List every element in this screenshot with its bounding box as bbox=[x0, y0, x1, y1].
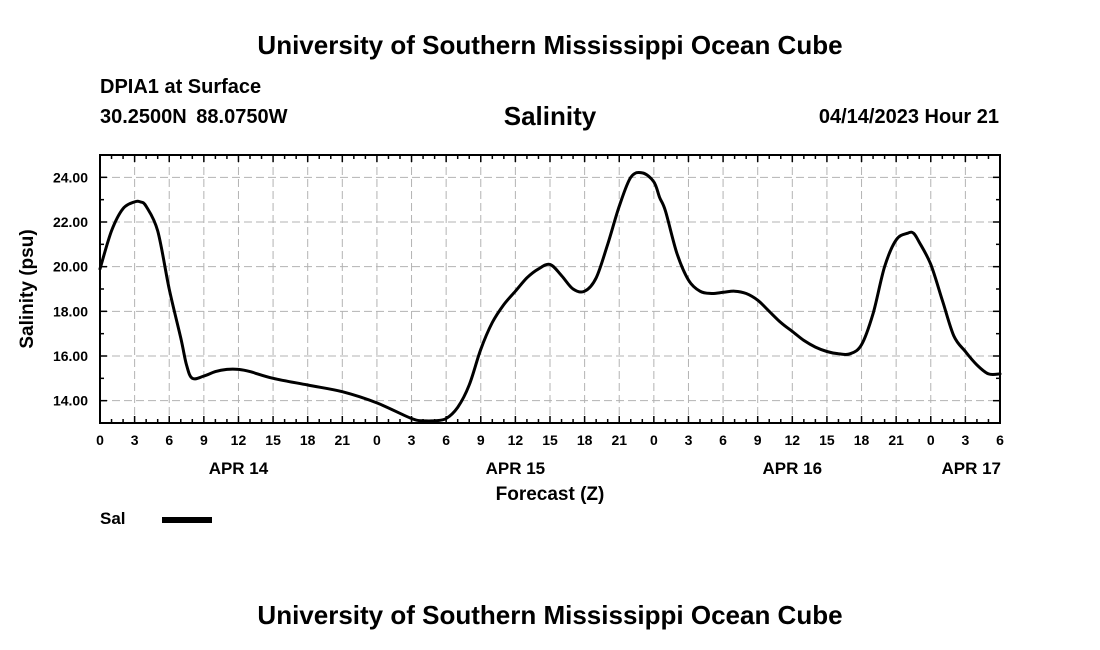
report-title: University of Southern Mississippi Ocean… bbox=[257, 30, 843, 60]
y-tick-label: 20.00 bbox=[53, 259, 88, 275]
chart-title: Salinity bbox=[503, 101, 597, 131]
x-tick-label: 15 bbox=[265, 432, 281, 448]
y-tick-label: 18.00 bbox=[53, 303, 88, 319]
x-tick-label: 3 bbox=[685, 432, 693, 448]
day-label: APR 16 bbox=[763, 459, 823, 478]
x-tick-label: 15 bbox=[542, 432, 558, 448]
x-tick-label: 21 bbox=[611, 432, 627, 448]
x-tick-label: 6 bbox=[442, 432, 450, 448]
forecast-datetime: 04/14/2023 Hour 21 bbox=[818, 106, 999, 128]
x-tick-label: 21 bbox=[888, 432, 904, 448]
x-tick-label: 3 bbox=[408, 432, 416, 448]
legend-line-swatch bbox=[162, 517, 212, 523]
x-axis-label: Forecast (Z) bbox=[496, 484, 605, 505]
x-tick-label: 12 bbox=[508, 432, 524, 448]
x-tick-label: 9 bbox=[200, 432, 208, 448]
x-tick-label: 12 bbox=[785, 432, 801, 448]
y-tick-label: 22.00 bbox=[53, 214, 88, 230]
y-tick-label: 14.00 bbox=[53, 393, 88, 409]
day-label: APR 15 bbox=[486, 459, 546, 478]
x-tick-label: 9 bbox=[754, 432, 762, 448]
x-tick-label: 21 bbox=[335, 432, 351, 448]
x-tick-label: 6 bbox=[996, 432, 1004, 448]
x-tick-label: 12 bbox=[231, 432, 247, 448]
x-tick-label: 3 bbox=[961, 432, 969, 448]
station-name: DPIA1 at Surface bbox=[100, 76, 262, 98]
plot-frame bbox=[99, 154, 1001, 424]
chart-grid bbox=[100, 155, 1000, 423]
x-tick-label: 3 bbox=[131, 432, 139, 448]
footer-title: University of Southern Mississippi Ocean… bbox=[257, 600, 843, 630]
series-line-sal bbox=[98, 170, 1002, 423]
legend-label: Sal bbox=[100, 509, 126, 528]
x-tick-label: 6 bbox=[719, 432, 727, 448]
x-tick-label: 0 bbox=[373, 432, 381, 448]
x-tick-label: 18 bbox=[577, 432, 593, 448]
x-tick-label: 0 bbox=[96, 432, 104, 448]
station-coordinates: 30.2500N 88.0750W bbox=[100, 106, 288, 128]
y-tick-label: 16.00 bbox=[53, 348, 88, 364]
day-label: APR 14 bbox=[209, 459, 269, 478]
x-tick-label: 0 bbox=[927, 432, 935, 448]
x-tick-label: 18 bbox=[854, 432, 870, 448]
y-tick-label: 24.00 bbox=[53, 169, 88, 185]
x-tick-label: 15 bbox=[819, 432, 835, 448]
y-axis-label: Salinity (psu) bbox=[17, 229, 38, 348]
chart-tick-labels: 0 3 6 9 12 15 18 21 0 3 6 9 12 15 18 21 0 3 6 9 12 15 18 21 0 3 6 A… bbox=[53, 169, 1004, 478]
day-label: APR 17 bbox=[941, 459, 1001, 478]
x-tick-label: 6 bbox=[165, 432, 173, 448]
x-tick-label: 0 bbox=[650, 432, 658, 448]
x-tick-label: 18 bbox=[300, 432, 316, 448]
x-tick-label: 9 bbox=[477, 432, 485, 448]
